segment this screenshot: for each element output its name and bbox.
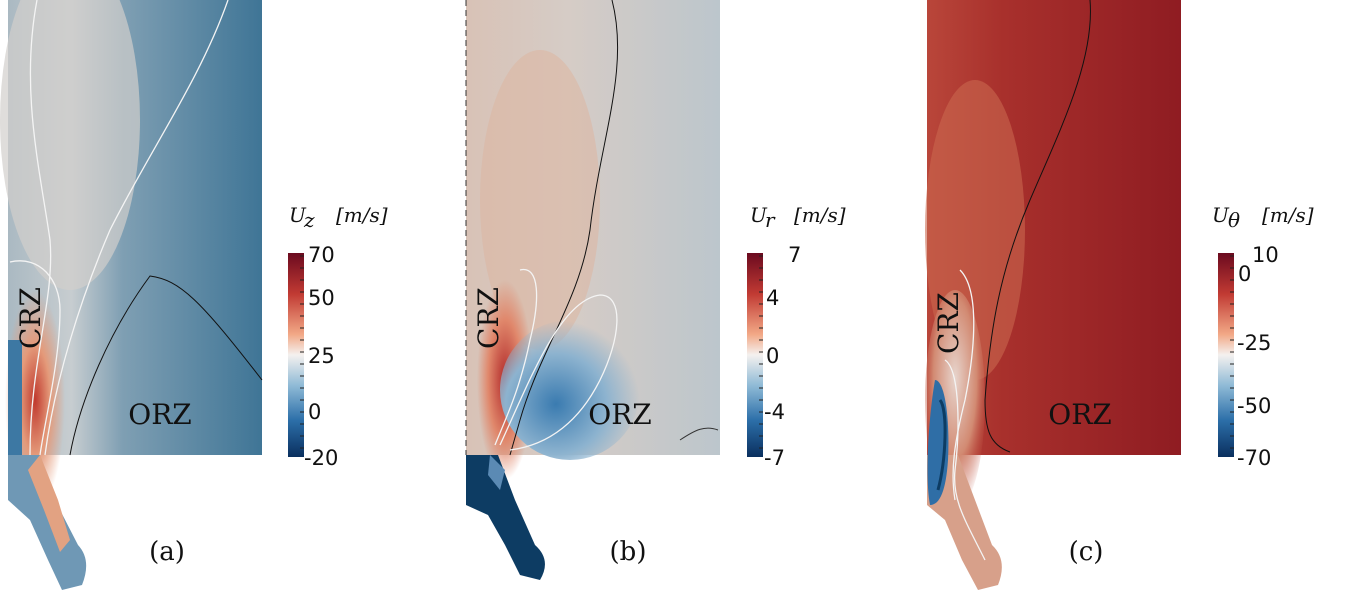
- panel-a-caption: (a): [149, 537, 185, 567]
- panel-c-tick: -25: [1237, 331, 1271, 355]
- panel-c-tick: -50: [1237, 394, 1271, 418]
- panel-b-tick: 0: [766, 344, 779, 368]
- panel-b-colorbar: U r [m/s] 7 4 0 -4 -7: [747, 203, 846, 470]
- panel-a-colorbar-symbol: U: [289, 203, 307, 227]
- panel-a-colorbar-unit: [m/s]: [336, 203, 388, 227]
- panel-c-contour-plot: [925, 0, 1181, 590]
- panel-a-tick-max: 70: [308, 243, 335, 267]
- panel-b-orz-label: ORZ: [588, 398, 652, 431]
- panel-a-colorbar-subscript: z: [303, 208, 315, 232]
- panel-a-crz-label: CRZ: [14, 287, 47, 349]
- panel-c-tick-max: 10: [1252, 243, 1279, 267]
- panel-c-crz-label: CRZ: [932, 292, 965, 354]
- panel-a-tick: 25: [308, 344, 335, 368]
- panel-a-tick: 0: [308, 400, 321, 424]
- panel-a-tick-min: -20: [304, 446, 338, 470]
- panel-c-caption: (c): [1069, 537, 1104, 567]
- panel-a-colorbar: U z [m/s] 70 50 25 0 -20: [288, 203, 388, 470]
- panel-b-tick: -4: [764, 400, 785, 424]
- panel-a-contour-plot: [0, 0, 263, 590]
- panel-b-tick-max: 7: [788, 243, 801, 267]
- panel-b-tick-min: -7: [764, 446, 785, 470]
- panel-b-colorbar-subscript: r: [765, 208, 776, 232]
- panel-a-orz-label: ORZ: [128, 398, 192, 431]
- colorbar-minor-ticks: [300, 255, 1234, 449]
- panel-b-colorbar-symbol: U: [750, 203, 768, 227]
- panel-c-colorbar: U θ [m/s] 10 0 -25 -50 -70: [1212, 203, 1314, 470]
- panel-c-colorbar-subscript: θ: [1228, 208, 1240, 232]
- panel-b-contour-plot: [465, 0, 720, 580]
- panel-c-colorbar-unit: [m/s]: [1262, 203, 1314, 227]
- panel-c-tick-min: -70: [1237, 446, 1271, 470]
- panel-c-tick: 0: [1238, 262, 1251, 286]
- panel-b-tick: 4: [766, 286, 779, 310]
- panel-c-orz-label: ORZ: [1048, 398, 1112, 431]
- panel-b-colorbar-unit: [m/s]: [794, 203, 846, 227]
- panel-b-crz-label: CRZ: [472, 287, 505, 349]
- panel-c-colorbar-symbol: U: [1212, 203, 1230, 227]
- panel-b-caption: (b): [610, 537, 647, 567]
- panel-a-tick: 50: [308, 286, 335, 310]
